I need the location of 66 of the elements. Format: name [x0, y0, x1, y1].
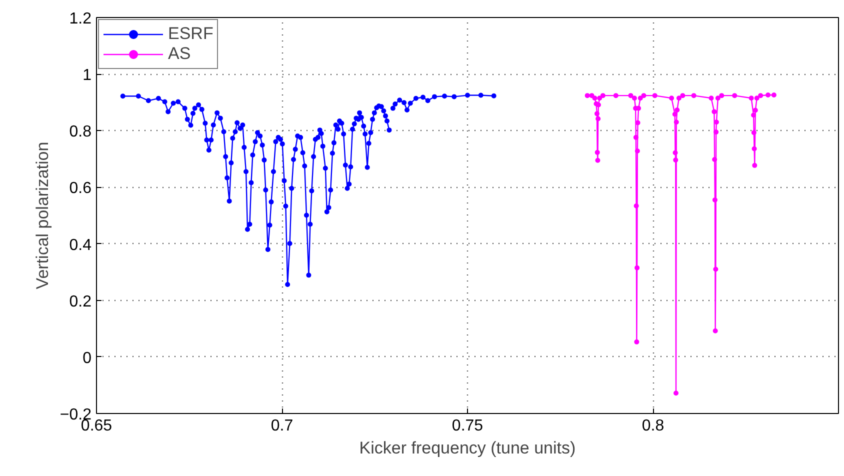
point	[589, 93, 594, 98]
point	[680, 93, 686, 98]
point	[771, 92, 776, 98]
y-tick-label: 0.2	[69, 293, 92, 310]
point	[600, 93, 606, 98]
point	[752, 146, 757, 152]
point	[594, 150, 600, 155]
point	[674, 108, 680, 112]
y-tick-label: 0.8	[69, 124, 92, 141]
point	[715, 96, 720, 101]
point	[634, 339, 640, 344]
point	[714, 130, 719, 135]
x-axis-title: Kicker frequency (tune units)	[359, 438, 576, 458]
point	[676, 96, 682, 101]
point	[714, 120, 719, 125]
point	[584, 93, 590, 98]
point	[628, 93, 634, 98]
point	[669, 96, 674, 101]
point	[635, 120, 640, 126]
y-tick-label: 0.4	[69, 236, 92, 254]
point	[708, 96, 714, 101]
point	[752, 162, 758, 168]
y-tick-label: 1	[82, 67, 92, 84]
point	[613, 93, 618, 98]
x-tick-label: 0.8	[642, 418, 664, 434]
point	[691, 93, 696, 98]
point	[641, 93, 646, 98]
point	[713, 266, 718, 272]
y-tick-label: 0	[82, 350, 92, 367]
point	[752, 108, 758, 113]
point	[638, 96, 643, 101]
point	[758, 93, 764, 98]
point	[652, 93, 658, 98]
point	[712, 157, 718, 162]
point	[766, 92, 771, 98]
point	[632, 96, 637, 101]
point	[751, 130, 756, 136]
legend-label: AS	[168, 44, 191, 64]
x-tick-label: 0.7	[270, 418, 294, 434]
point	[633, 134, 638, 140]
point	[595, 158, 600, 163]
point	[634, 265, 640, 270]
point	[754, 96, 760, 101]
point	[712, 197, 718, 202]
point	[712, 109, 717, 114]
point	[594, 111, 600, 116]
point	[674, 120, 679, 125]
legend-label: ESRF	[168, 24, 214, 44]
point	[673, 158, 678, 163]
point	[672, 150, 678, 156]
point	[674, 390, 678, 396]
point	[592, 96, 598, 101]
y-axis-title: Vertical polarization	[32, 142, 52, 290]
x-tick-label: 0.75	[452, 418, 484, 434]
point	[672, 112, 678, 117]
point	[748, 96, 754, 101]
point	[751, 112, 756, 118]
y-tick-label: 0.6	[69, 180, 92, 198]
point	[634, 148, 640, 154]
point	[732, 93, 738, 98]
point	[634, 203, 639, 208]
point	[712, 328, 718, 334]
point	[596, 116, 601, 122]
point	[719, 93, 724, 98]
y-tick-label: 1.2	[69, 10, 92, 28]
point	[597, 96, 602, 101]
